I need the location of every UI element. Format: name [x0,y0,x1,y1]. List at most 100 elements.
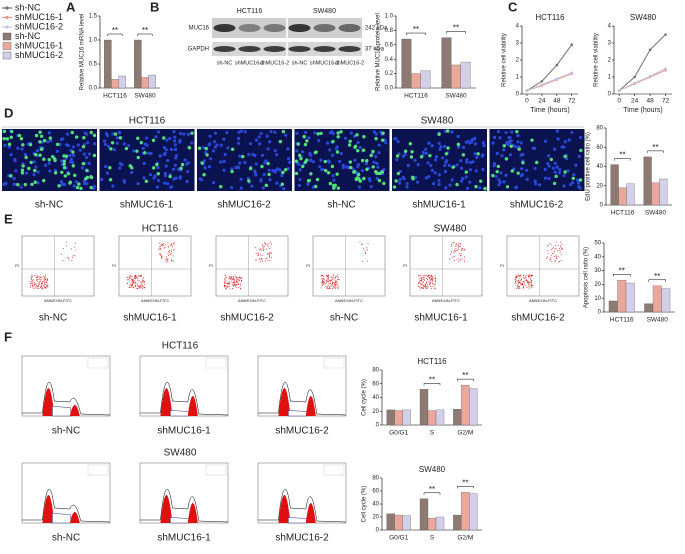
event [229,278,231,280]
nucleus [471,160,475,164]
event [263,249,265,251]
edu-cell [108,166,112,170]
event [419,280,421,282]
event [46,285,48,287]
event [137,278,139,280]
event [260,261,262,263]
nucleus [502,180,506,184]
nucleus [574,163,578,167]
edu-cell [53,171,58,175]
significance-label: ** [619,266,625,275]
nucleus [115,141,119,145]
nucleus [543,167,547,172]
edu-cell [403,149,408,153]
edu-background [197,129,292,191]
event [529,276,531,278]
nucleus [142,161,146,166]
event [326,279,328,281]
event [552,248,554,250]
event [44,283,46,285]
g1-peak [278,495,291,523]
event [41,285,43,287]
cycle-cell-line: HCT116 [162,341,199,352]
cycle-histogram [139,355,229,417]
event [420,287,422,289]
event [531,280,533,282]
flow-plot [118,235,192,297]
bar [441,37,452,89]
nucleus [335,145,339,149]
event [34,275,36,277]
event [330,279,332,281]
event [73,254,75,256]
legend-swatch [2,51,12,60]
y-tick-label: 3 [516,41,520,47]
event [68,257,70,259]
nucleus [474,169,478,173]
nucleus [269,129,273,134]
blot-size: 37 kDa [365,47,385,53]
event [140,283,142,285]
event [238,279,240,281]
event [36,287,38,289]
event [135,287,137,289]
edu-cell [428,153,432,158]
nucleus [35,149,39,153]
event [228,277,230,279]
event [137,276,139,278]
event [453,251,455,253]
event [433,288,435,290]
event [454,250,456,252]
event [255,253,257,255]
nucleus [32,160,36,164]
event [41,282,43,284]
edu-cell [17,133,22,138]
histogram-key [87,464,109,476]
event [424,274,426,276]
y-tick-label: 20 [372,515,379,521]
edu-cell [316,132,320,136]
nucleus [178,176,182,180]
nucleus [416,163,420,167]
nucleus [92,187,96,191]
event [169,251,171,253]
x-tick-label: SW480 [647,317,669,324]
nucleus [239,177,243,181]
nucleus [533,146,537,150]
event [450,253,452,255]
event [434,283,436,285]
event [330,282,332,284]
nucleus [516,134,520,138]
bar [453,409,462,426]
event [36,279,38,281]
nucleus [577,154,581,159]
nucleus [83,131,87,135]
edu-cell [315,177,320,182]
edu-image [99,129,195,191]
edu-cell [495,169,499,174]
nucleus [105,133,110,138]
nucleus [482,143,486,148]
flow-axis: PI [112,263,116,268]
nucleus [306,182,310,186]
event [31,284,33,286]
y-tick-label: 40 [596,164,603,170]
event [224,278,226,280]
event [140,284,142,286]
edu-cell [510,169,515,173]
event [159,248,161,250]
event [61,253,63,255]
event [68,259,70,261]
edu-cell [118,136,123,140]
edu-cell [330,164,335,169]
event [452,241,454,243]
event [127,278,129,280]
event [554,261,556,263]
event [74,242,76,244]
event [137,280,139,282]
event [461,247,463,249]
edu-cell [331,183,336,188]
bar [460,61,471,89]
nucleus [164,164,168,168]
edu-cell [309,172,313,176]
